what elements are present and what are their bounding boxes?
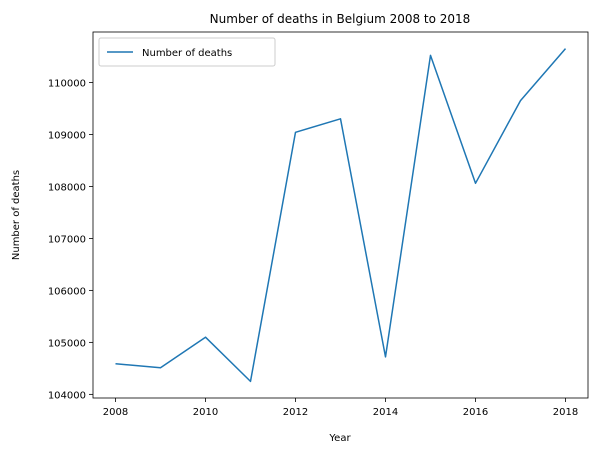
- x-tick-label: 2014: [373, 407, 398, 418]
- y-tick-label: 106000: [48, 286, 86, 297]
- chart-title: Number of deaths in Belgium 2008 to 2018: [210, 12, 471, 26]
- plot-frame: [92, 31, 589, 399]
- y-tick-label: 105000: [48, 338, 86, 349]
- legend-label: Number of deaths: [142, 48, 232, 59]
- y-axis-ticks: 104000 105000 106000 107000 108000 109000 1100…: [48, 78, 93, 401]
- x-tick-label: 2016: [463, 407, 488, 418]
- x-axis-title: Year: [328, 433, 351, 444]
- x-axis-ticks: 2008 2010 2012 2014 2016 2018: [103, 398, 578, 418]
- plot-area: [93, 32, 588, 398]
- y-tick-label: 110000: [48, 78, 86, 89]
- x-tick-label: 2018: [553, 407, 578, 418]
- y-axis-title: Number of deaths: [11, 170, 22, 260]
- x-tick-label: 2012: [283, 407, 308, 418]
- y-tick-label: 107000: [48, 234, 86, 245]
- y-tick-label: 104000: [48, 390, 86, 401]
- x-tick-label: 2010: [193, 407, 218, 418]
- y-tick-label: 109000: [48, 130, 86, 141]
- y-tick-label: 108000: [48, 182, 86, 193]
- legend: Number of deaths: [98, 37, 276, 67]
- series-layer: [115, 48, 567, 383]
- legend-box: [98, 37, 276, 67]
- x-tick-label: 2008: [103, 407, 128, 418]
